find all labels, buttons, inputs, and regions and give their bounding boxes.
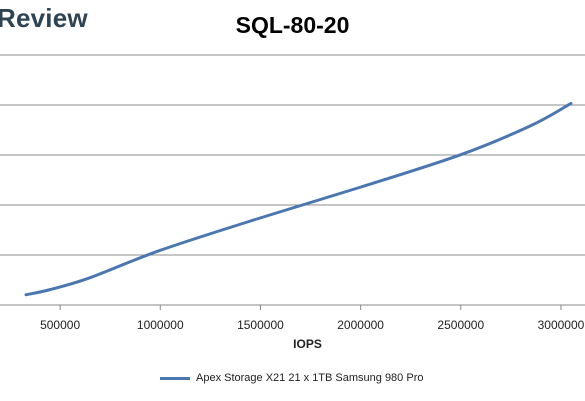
x-tick-label: 500000 [40, 318, 80, 332]
x-tick-label: 3000000 [538, 318, 585, 332]
series-line [24, 101, 573, 297]
brand-logo-text: Review [0, 3, 88, 33]
legend-label: Apex Storage X21 21 x 1TB Samsung 980 Pr… [196, 372, 424, 384]
x-tick-label: 1500000 [237, 318, 284, 332]
x-tick-label: 2000000 [337, 318, 384, 332]
legend-swatch [160, 376, 190, 380]
x-axis-ticks: 500000 1000000 1500000 2000000 2500000 300000… [40, 305, 585, 332]
series-group [24, 101, 573, 297]
x-tick-label: 2500000 [437, 318, 484, 332]
legend: Apex Storage X21 21 x 1TB Samsung 980 Pr… [160, 372, 423, 384]
x-tick-label: 1000000 [137, 318, 184, 332]
chart-title: SQL-80-20 [0, 12, 585, 39]
gridlines [0, 54, 585, 306]
x-axis-title: IOPS [293, 337, 322, 351]
chart-title-text: SQL-80-20 [235, 12, 350, 38]
